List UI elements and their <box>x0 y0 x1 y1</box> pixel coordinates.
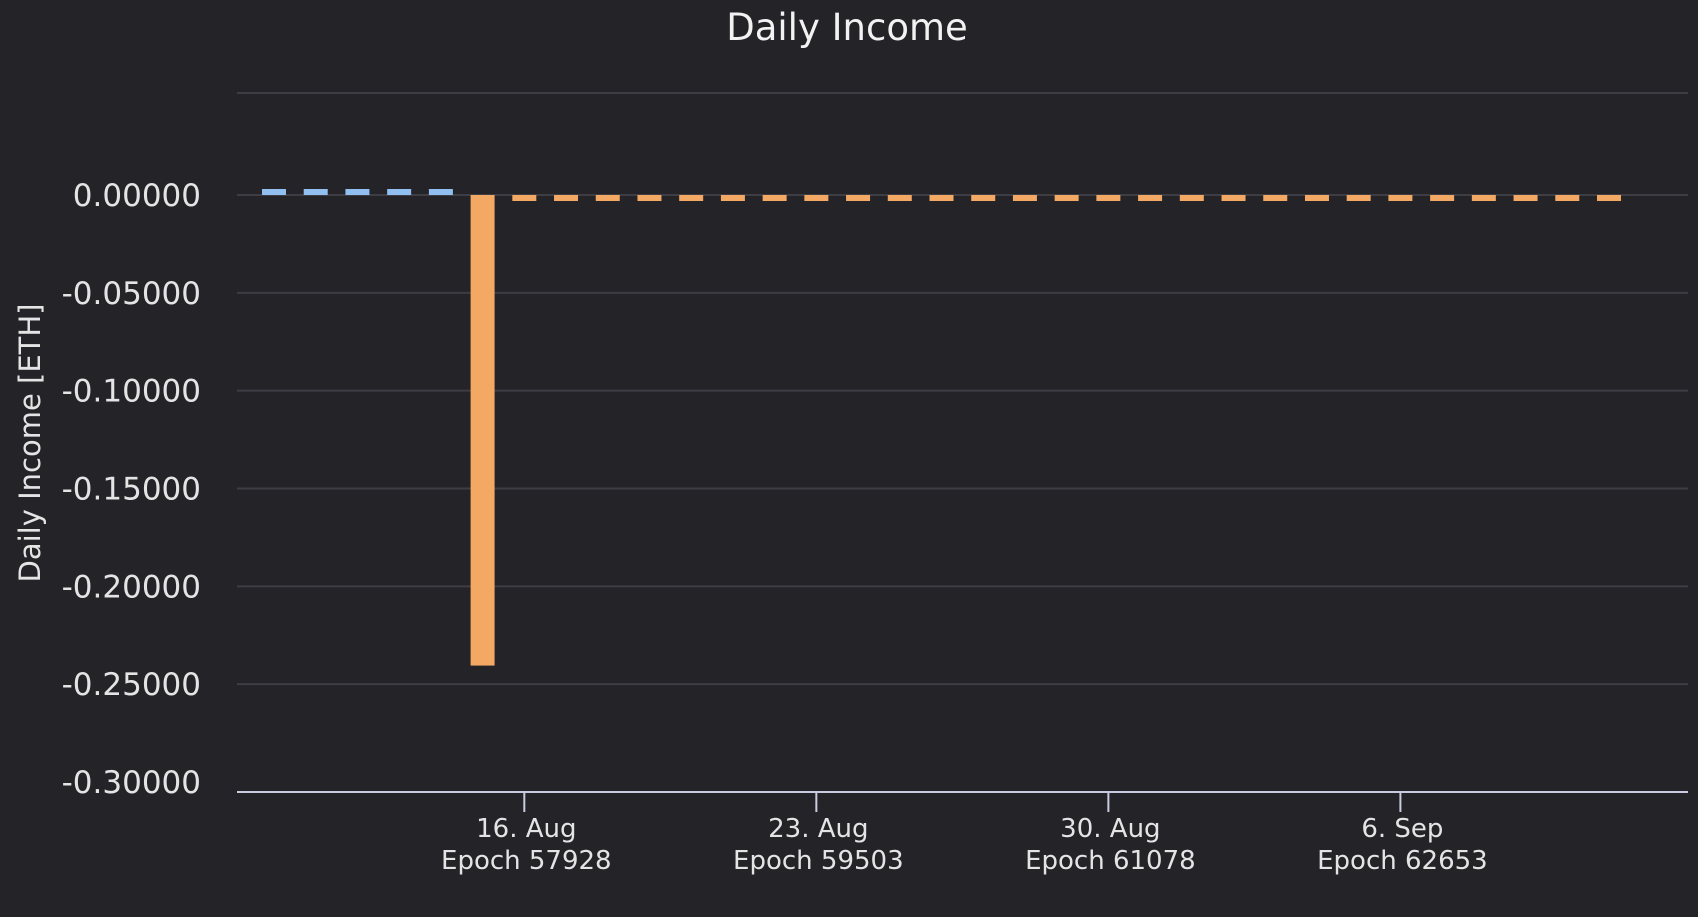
bar[interactable] <box>846 195 871 201</box>
bar[interactable] <box>345 189 370 195</box>
bar[interactable] <box>1597 195 1621 201</box>
bar[interactable] <box>1012 195 1037 201</box>
bar[interactable] <box>637 195 662 201</box>
bar[interactable] <box>1513 195 1538 201</box>
x-tick-epoch-label: Epoch 62653 <box>1317 846 1488 876</box>
bar[interactable] <box>971 195 996 201</box>
y-tick-label: -0.05000 <box>62 276 201 312</box>
y-tick-label: -0.15000 <box>62 472 201 508</box>
bar[interactable] <box>1346 195 1371 201</box>
chart-title: Daily Income <box>726 6 968 49</box>
y-tick-label: -0.25000 <box>62 667 201 703</box>
y-axis-title: Daily Income [ETH] <box>13 304 47 583</box>
y-tick-label: -0.20000 <box>62 569 201 605</box>
x-tick-label: 16. Aug <box>476 814 576 844</box>
bar[interactable] <box>428 189 453 195</box>
bar[interactable] <box>887 195 912 201</box>
x-tick-label: 6. Sep <box>1361 814 1443 844</box>
bar[interactable] <box>1388 195 1413 201</box>
bar[interactable] <box>512 195 537 201</box>
y-tick-label: 0.00000 <box>73 178 201 214</box>
bar[interactable] <box>1096 195 1121 201</box>
bar[interactable] <box>1304 195 1329 201</box>
bar[interactable] <box>1263 195 1288 201</box>
bar[interactable] <box>1054 195 1079 201</box>
bar[interactable] <box>762 195 787 201</box>
bar[interactable] <box>470 195 495 666</box>
bar[interactable] <box>1555 195 1580 201</box>
x-tick-epoch-label: Epoch 57928 <box>441 846 612 876</box>
bar[interactable] <box>1221 195 1246 201</box>
bar[interactable] <box>303 189 328 195</box>
bar[interactable] <box>387 189 412 195</box>
x-tick-label: 30. Aug <box>1060 814 1160 844</box>
x-tick-label: 23. Aug <box>768 814 868 844</box>
bar[interactable] <box>804 195 829 201</box>
y-tick-label: -0.10000 <box>62 374 201 410</box>
bar[interactable] <box>554 195 579 201</box>
bar[interactable] <box>262 189 286 195</box>
bar[interactable] <box>720 195 745 201</box>
bar-layer <box>262 189 1621 666</box>
x-tick-epoch-label: Epoch 61078 <box>1025 846 1196 876</box>
bar[interactable] <box>1430 195 1455 201</box>
bar[interactable] <box>679 195 704 201</box>
x-tick-epoch-label: Epoch 59503 <box>733 846 904 876</box>
bar[interactable] <box>929 195 954 201</box>
bar[interactable] <box>1179 195 1204 201</box>
bar[interactable] <box>1471 195 1496 201</box>
bar[interactable] <box>1138 195 1163 201</box>
bar[interactable] <box>595 195 620 201</box>
y-tick-label: -0.30000 <box>62 765 201 801</box>
